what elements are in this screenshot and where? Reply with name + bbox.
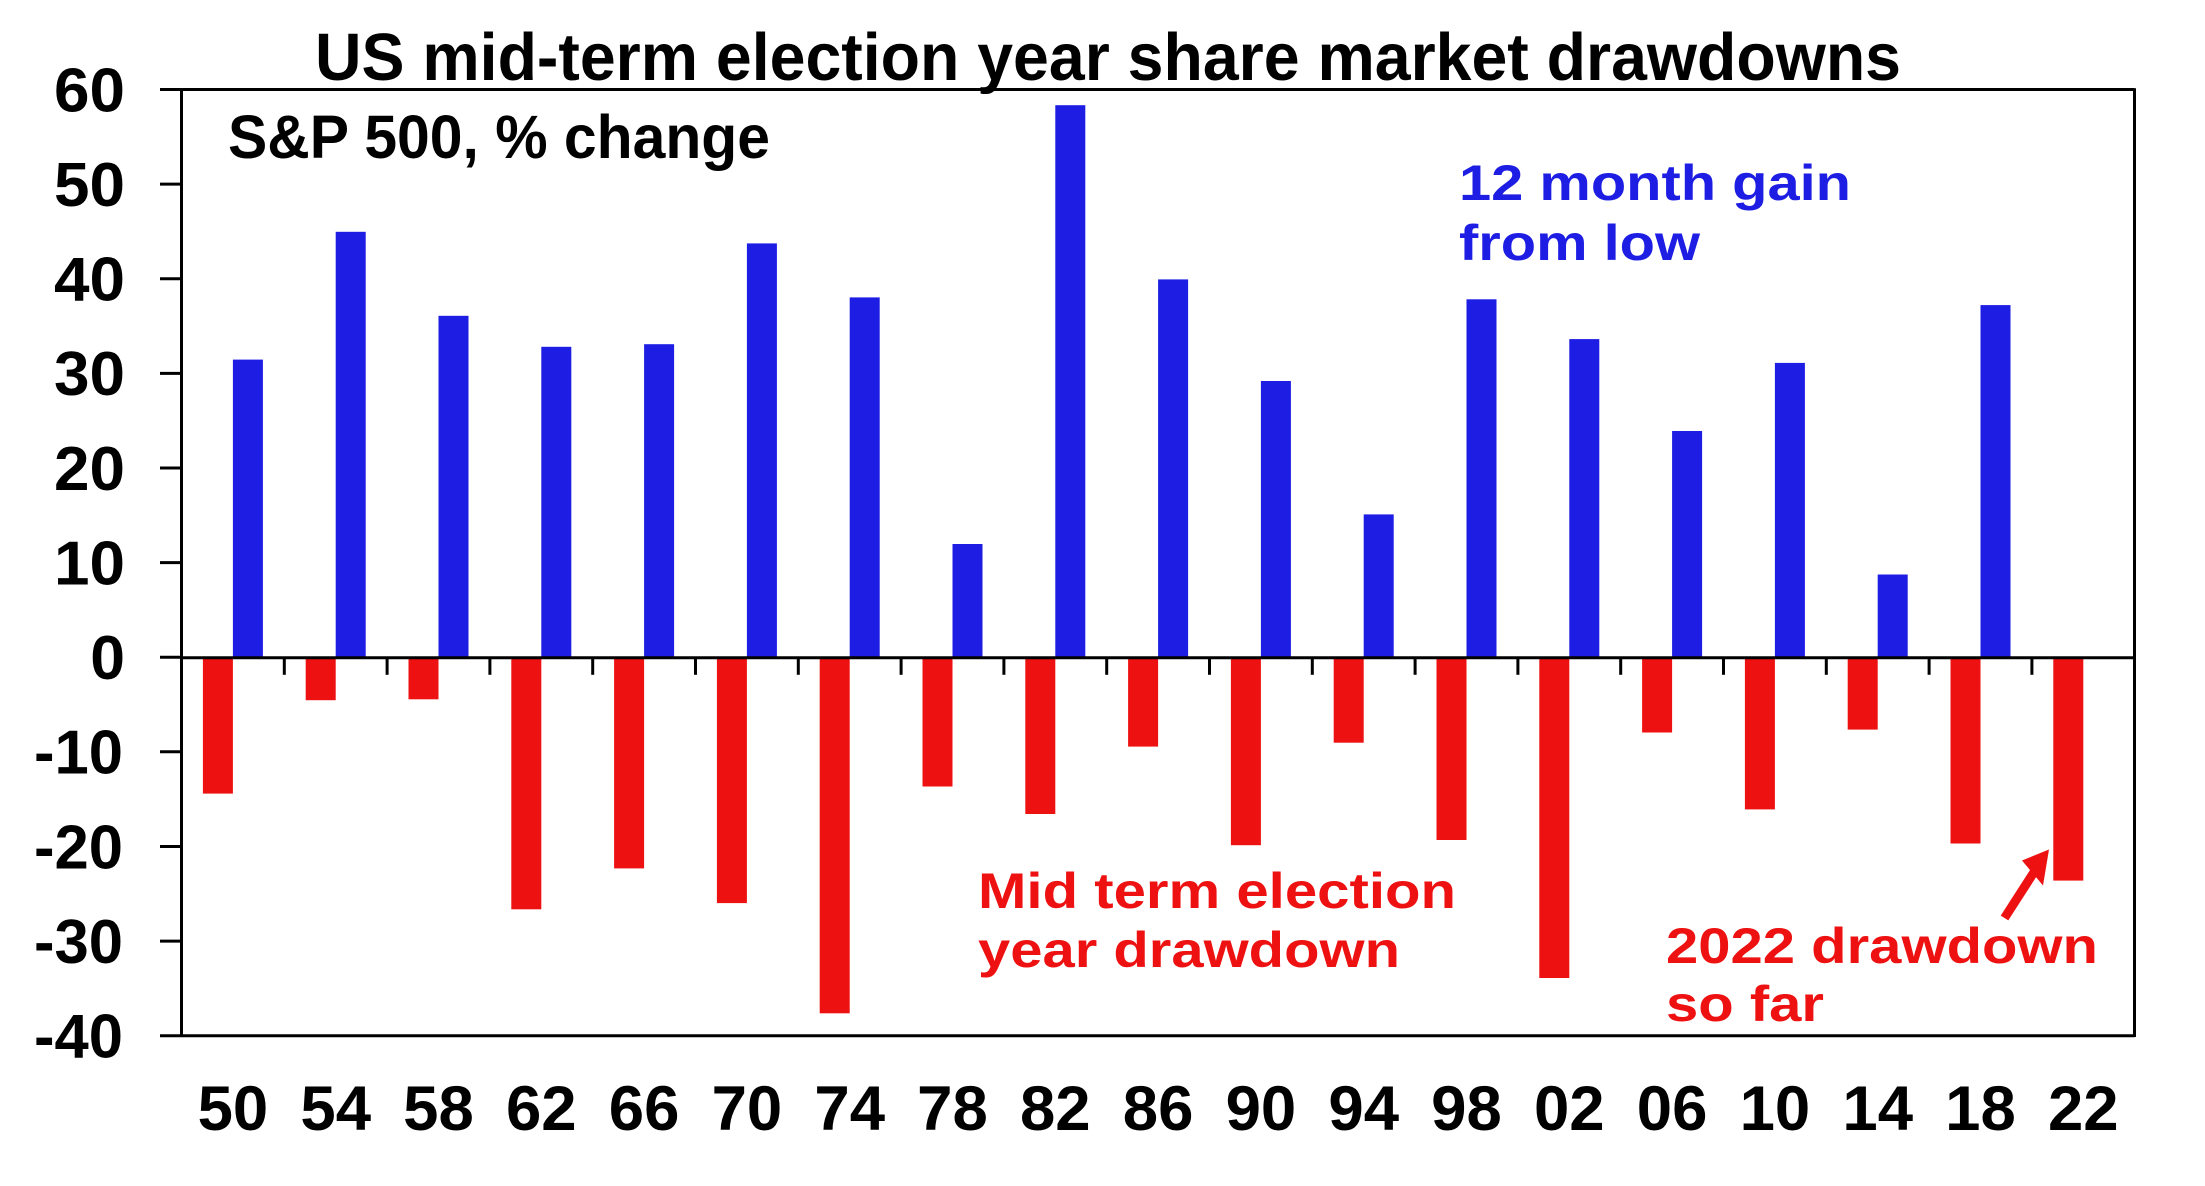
svg-text:22: 22 [2048,1074,2119,1144]
svg-text:02: 02 [1534,1074,1605,1144]
svg-text:from low: from low [1459,215,1700,271]
svg-text:62: 62 [506,1074,577,1144]
svg-text:40: 40 [54,245,125,315]
svg-text:94: 94 [1328,1074,1399,1144]
svg-text:2022 drawdown: 2022 drawdown [1666,918,2098,974]
svg-text:60: 60 [54,55,125,125]
svg-text:so far: so far [1666,976,1824,1032]
svg-text:0: 0 [90,623,125,693]
svg-text:-30: -30 [34,907,123,977]
svg-text:S&P 500, % change: S&P 500, % change [228,103,770,171]
svg-text:14: 14 [1842,1074,1913,1144]
svg-text:98: 98 [1431,1074,1502,1144]
svg-text:10: 10 [54,528,125,598]
svg-text:year drawdown: year drawdown [978,922,1400,978]
svg-text:06: 06 [1637,1074,1708,1144]
svg-text:-10: -10 [34,718,123,788]
svg-text:54: 54 [300,1074,371,1144]
svg-text:-20: -20 [34,812,123,882]
svg-text:Mid term election: Mid term election [978,863,1456,919]
svg-text:50: 50 [54,150,125,220]
svg-text:90: 90 [1226,1074,1297,1144]
svg-text:-40: -40 [34,1002,123,1072]
svg-text:78: 78 [917,1074,988,1144]
svg-text:86: 86 [1123,1074,1194,1144]
svg-text:50: 50 [198,1074,269,1144]
svg-text:US mid-term election year shar: US mid-term election year share market d… [315,20,1901,95]
svg-text:70: 70 [712,1074,783,1144]
svg-text:18: 18 [1945,1074,2016,1144]
svg-text:74: 74 [814,1074,885,1144]
svg-text:30: 30 [54,339,125,409]
svg-text:82: 82 [1020,1074,1091,1144]
svg-text:66: 66 [609,1074,680,1144]
svg-text:12 month gain: 12 month gain [1459,155,1851,211]
svg-text:20: 20 [54,434,125,504]
svg-text:10: 10 [1740,1074,1811,1144]
svg-text:58: 58 [403,1074,474,1144]
